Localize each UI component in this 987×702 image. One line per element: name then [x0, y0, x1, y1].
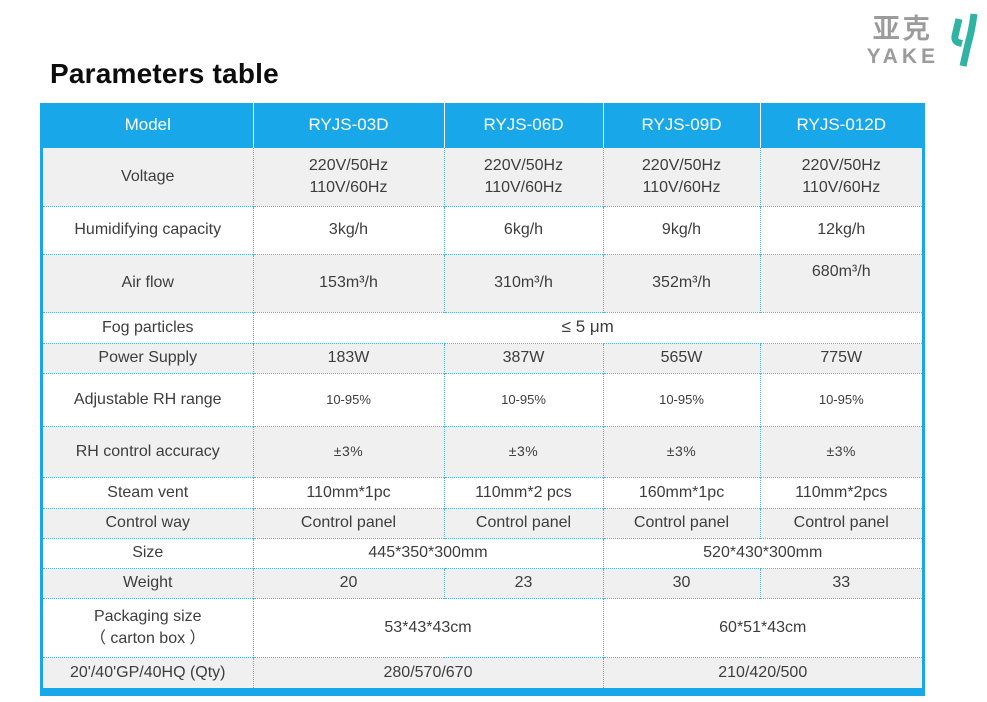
brand-logo-text: 亚克 YAKE: [867, 16, 939, 67]
table-row-weight: Weight 20 23 30 33: [43, 567, 922, 598]
parameters-table: Model RYJS-03D RYJS-06D RYJS-09D RYJS-01…: [40, 103, 925, 696]
row-label: Adjustable RH range: [43, 372, 253, 426]
cell-merged: 210/420/500: [602, 656, 922, 688]
cell: 10-95%: [759, 372, 922, 426]
cell: 110mm*1pc: [252, 476, 444, 508]
header-model: Model: [43, 103, 253, 148]
cell: 12kg/h: [759, 205, 922, 254]
header-ryjs-03d: RYJS-03D: [252, 103, 444, 148]
cell: 3kg/h: [252, 205, 444, 254]
cell: 110mm*2 pcs: [443, 476, 603, 508]
cell: ±3%: [759, 425, 922, 477]
cell: 352m³/h: [602, 253, 760, 312]
cell: 30: [602, 567, 760, 598]
cell-merged: 60*51*43cm: [602, 597, 922, 657]
cell: Control panel: [759, 507, 922, 538]
cell: Control panel: [443, 507, 603, 538]
brand-name-latin: YAKE: [866, 45, 939, 68]
cell: 23: [443, 567, 603, 598]
row-label: Voltage: [43, 148, 253, 206]
cell: 680m³/h: [759, 253, 922, 312]
table-row-control-way: Control way Control panel Control panel …: [43, 507, 922, 538]
table-row-adjustable-rh-range: Adjustable RH range 10-95% 10-95% 10-95%…: [43, 372, 922, 426]
header-ryjs-09d: RYJS-09D: [602, 103, 760, 148]
row-label: Weight: [43, 567, 253, 598]
cell: 775W: [759, 342, 922, 373]
cell-merged: 520*430*300mm: [602, 537, 922, 568]
cell: 153m³/h: [252, 253, 444, 312]
table-row-packaging-size: Packaging size （ carton box ） 53*43*43cm…: [43, 597, 922, 657]
page-title: Parameters table: [50, 58, 279, 89]
row-label: Humidifying capacity: [43, 205, 253, 254]
cell: 33: [759, 567, 922, 598]
row-label: Fog particles: [43, 311, 253, 343]
cell-merged: 280/570/670: [252, 656, 603, 688]
cell-merged: 53*43*43cm: [252, 597, 603, 657]
cell: ±3%: [443, 425, 603, 477]
row-label: Steam vent: [43, 476, 253, 508]
cell: 160mm*1pc: [602, 476, 760, 508]
table-row-container-qty: 20'/40'GP/40HQ (Qty) 280/570/670 210/420…: [43, 656, 922, 688]
cell: ±3%: [252, 425, 444, 477]
cell: 6kg/h: [443, 205, 603, 254]
table-row-steam-vent: Steam vent 110mm*1pc 110mm*2 pcs 160mm*1…: [43, 476, 922, 508]
row-label: 20'/40'GP/40HQ (Qty): [43, 656, 253, 688]
cell: 110mm*2pcs: [759, 476, 922, 508]
table-row-power-supply: Power Supply 183W 387W 565W 775W: [43, 342, 922, 373]
row-label: Size: [43, 537, 253, 568]
table-row-voltage: Voltage 220V/50Hz 110V/60Hz 220V/50Hz 11…: [43, 148, 922, 206]
cell: 220V/50Hz 110V/60Hz: [252, 148, 444, 206]
table-row-rh-control-accuracy: RH control accuracy ±3% ±3% ±3% ±3%: [43, 425, 922, 477]
cell: 220V/50Hz 110V/60Hz: [759, 148, 922, 206]
cell: Control panel: [252, 507, 444, 538]
table-header-row: Model RYJS-03D RYJS-06D RYJS-09D RYJS-01…: [43, 103, 922, 148]
cell: 10-95%: [602, 372, 760, 426]
cell: 220V/50Hz 110V/60Hz: [443, 148, 603, 206]
row-label: RH control accuracy: [43, 425, 253, 477]
table-row-air-flow: Air flow 153m³/h 310m³/h 352m³/h 680m³/h: [43, 253, 922, 312]
header-ryjs-012d: RYJS-012D: [759, 103, 922, 148]
cell: ±3%: [602, 425, 760, 477]
cell-merged: ≤ 5 μm: [252, 311, 922, 343]
table-row-fog-particles: Fog particles ≤ 5 μm: [43, 311, 922, 343]
table-row-humidifying-capacity: Humidifying capacity 3kg/h 6kg/h 9kg/h 1…: [43, 205, 922, 254]
cell: 10-95%: [252, 372, 444, 426]
brand-mark-icon: [951, 13, 978, 67]
cell: Control panel: [602, 507, 760, 538]
header-ryjs-06d: RYJS-06D: [443, 103, 603, 148]
brand-name-chinese: 亚克: [872, 14, 933, 45]
cell: 10-95%: [443, 372, 603, 426]
row-label: Air flow: [43, 253, 253, 312]
cell: 310m³/h: [443, 253, 603, 312]
cell-merged: 445*350*300mm: [252, 537, 603, 568]
cell: 9kg/h: [602, 205, 760, 254]
row-label: Packaging size （ carton box ）: [43, 597, 253, 657]
brand-logo: 亚克 YAKE: [867, 12, 979, 70]
cell: 387W: [443, 342, 603, 373]
row-label: Power Supply: [43, 342, 253, 373]
cell: 183W: [252, 342, 444, 373]
row-label: Control way: [43, 507, 253, 538]
cell: 565W: [602, 342, 760, 373]
cell: 220V/50Hz 110V/60Hz: [602, 148, 760, 206]
cell: 20: [252, 567, 444, 598]
table-row-size: Size 445*350*300mm 520*430*300mm: [43, 537, 922, 568]
